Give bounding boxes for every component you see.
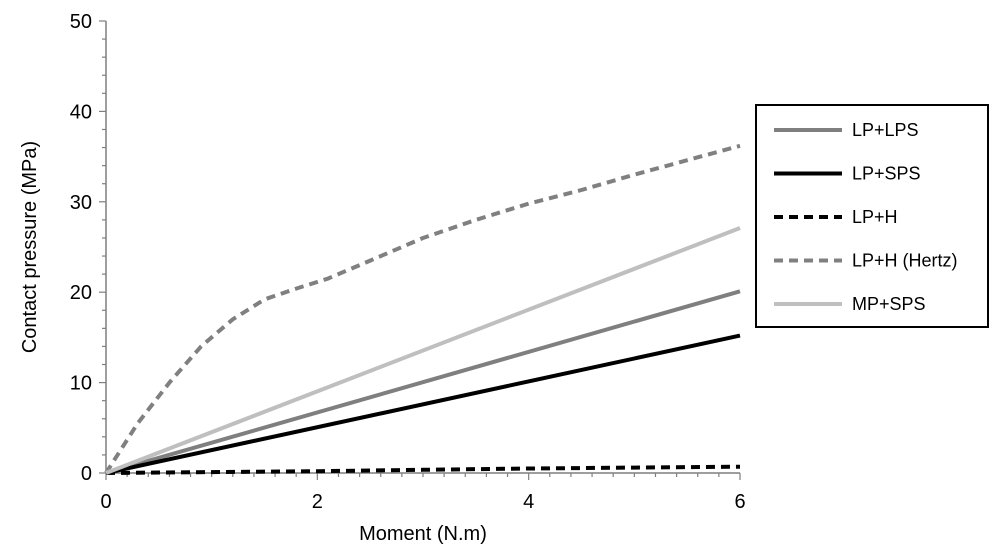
legend-label: LP+H (Hertz) [852,251,958,271]
y-axis-title: Contact pressure (MPa) [19,141,41,353]
y-tick-label: 0 [81,463,92,485]
legend-label: LP+LPS [852,120,919,140]
legend-label: LP+H [852,207,898,227]
y-tick-label: 40 [70,101,92,123]
series-layer [104,143,741,475]
series-line-1 [105,333,741,475]
series-line-4 [105,226,741,475]
x-tick-label: 2 [312,491,323,513]
axes: 0 10 20 30 40 50 0 2 4 6 [70,11,746,513]
legend-label: LP+SPS [852,164,921,184]
x-tick-label: 0 [100,491,111,513]
legend: LP+LPS LP+SPS LP+H LP+H (Hertz) MP+SPS [755,104,989,328]
legend-label: MP+SPS [852,294,926,314]
x-axis-title: Moment (N.m) [359,523,487,544]
y-tick-label: 50 [70,11,92,33]
y-tick-label: 20 [70,282,92,304]
y-tick-label: 10 [70,373,92,395]
series-line-2 [105,464,741,475]
series-line-0 [105,289,741,475]
y-tick-label: 30 [70,192,92,214]
x-tick-label: 4 [523,491,534,513]
series-line-3 [104,143,741,475]
x-tick-label: 6 [734,491,745,513]
